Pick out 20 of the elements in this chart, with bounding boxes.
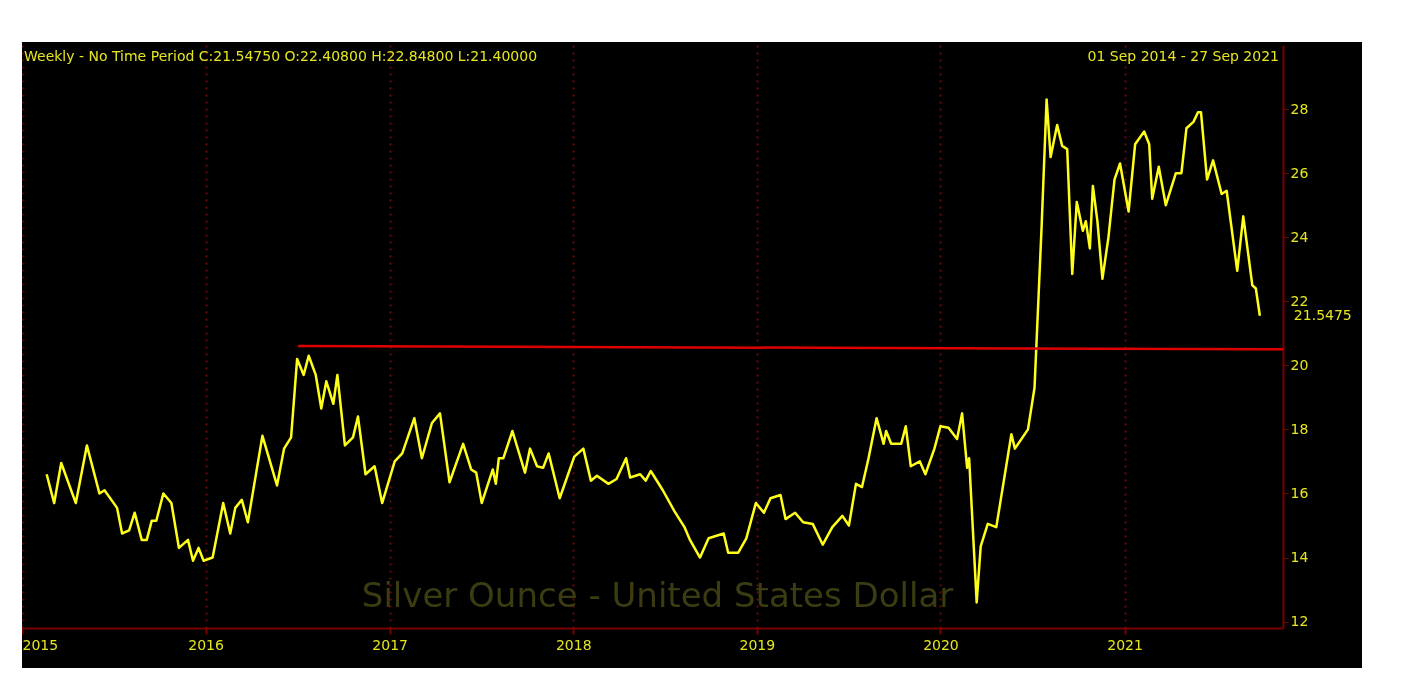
x-tick-label: 2019 <box>739 636 776 653</box>
x-tick-label: 2016 <box>188 636 224 653</box>
y-tick-label: 20 <box>1290 356 1309 373</box>
y-tick-label: 16 <box>1290 484 1309 501</box>
y-tick-label: 12 <box>1290 613 1309 630</box>
y-tick-label: 22 <box>1290 292 1309 309</box>
x-tick-label: 2017 <box>372 636 409 653</box>
chart-title: Weekly - No Time Period C:21.54750 O:22.40800 H:22.84800 L:21.40000 <box>24 48 538 64</box>
y-tick-label: 18 <box>1290 420 1309 437</box>
annotation: 21.5475 <box>1293 306 1352 323</box>
x-tick-label: 2018 <box>555 636 592 653</box>
y-tick-label: 14 <box>1290 549 1309 566</box>
x-tick-label: 2020 <box>923 636 959 653</box>
y-tick-label: 24 <box>1290 228 1309 245</box>
x-tick-label: 2015 <box>22 636 59 653</box>
x-tick-label: 2021 <box>1107 636 1143 653</box>
y-tick-label: 28 <box>1290 100 1309 117</box>
y-tick-label: 26 <box>1290 164 1309 181</box>
annotation: 01 Sep 2014 - 27 Sep 2021 <box>1087 48 1279 64</box>
annotation: Silver Ounce - United States Dollar <box>361 575 954 615</box>
